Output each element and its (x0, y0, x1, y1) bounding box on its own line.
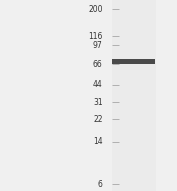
Text: 6: 6 (98, 180, 103, 189)
Text: 14: 14 (93, 138, 103, 146)
Text: 66: 66 (93, 60, 103, 69)
Bar (112, 0, 156, 191)
Text: 200: 200 (88, 5, 103, 14)
Text: 44: 44 (93, 80, 103, 89)
Text: 97: 97 (93, 41, 103, 50)
Text: 31: 31 (93, 98, 103, 107)
Text: 22: 22 (93, 115, 103, 124)
Text: 116: 116 (88, 32, 103, 41)
Bar (112, 59, 155, 64)
